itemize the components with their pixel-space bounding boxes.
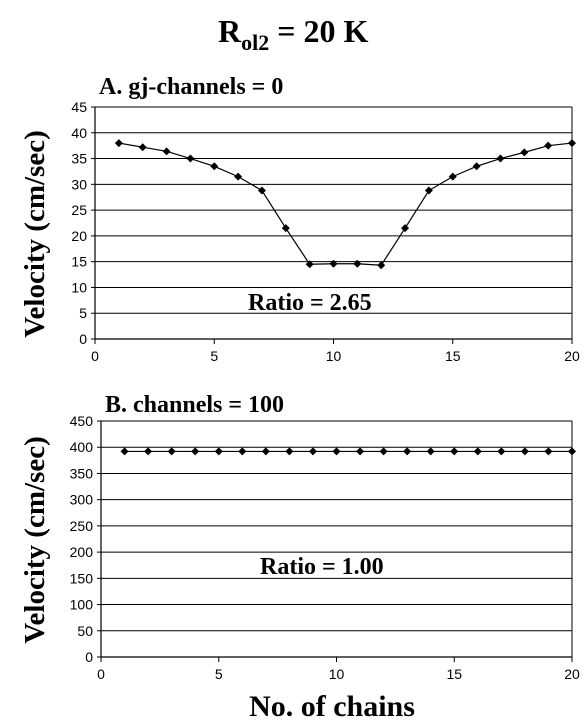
panel-a-x-tick-label: 5 [210,348,218,364]
figure-title: Rol2 = 20 K [218,13,368,55]
panel-b-data-point [520,447,529,456]
panel-b-ratio-annotation: Ratio = 1.00 [260,554,384,580]
panel-a-data-point [329,259,338,268]
panel-a-data-point [210,162,219,171]
panel-a-data-point [401,224,410,233]
panel-a-data-point [520,148,529,157]
panel-a-y-tick-label: 45 [71,99,87,115]
panel-b-data-point [308,447,317,456]
panel-a-y-tick-label: 15 [71,254,87,270]
panel-b-x-tick-label: 5 [215,666,223,682]
panel-b-plot: 0 50 100 150 200 250 300 350 400 450 0 5 10 15 20 [70,413,580,682]
title-rest: = 20 K [269,13,368,49]
panel-b-data-point [544,447,553,456]
panel-a-data-point [544,141,553,150]
panel-b-y-tick-label: 150 [70,570,94,586]
panel-a-data-point [448,172,457,181]
panel-a-y-tick-label: 25 [71,202,87,218]
panel-a-y-tick-label: 35 [71,151,87,167]
panel-b-y-tick-label: 250 [70,518,94,534]
panel-a-y-tick-label: 10 [71,279,87,295]
panel-a-plot: 0 5 10 15 20 25 30 35 40 45 0 5 10 15 20 [71,99,580,364]
panel-a-x-tick-label: 15 [445,348,461,364]
panel-b-data-point [191,447,200,456]
panel-b-data-point [167,447,176,456]
panel-b-x-tick-label: 15 [446,666,462,682]
panel-a-y-tick-label: 0 [79,331,87,347]
panel-b-data-point [238,447,247,456]
panel-b-x-tick-label: 10 [329,666,345,682]
panel-b-data-point [214,447,223,456]
panel-a-series-line [118,142,573,266]
title-main: R [218,13,242,49]
panel-b-y-tick-label: 100 [70,597,94,613]
panel-b-y-tick-label: 50 [77,623,93,639]
panel-b-title: B. channels = 100 [105,392,284,418]
panel-a-data-point [281,224,290,233]
panel-a-x-tick-label: 0 [91,348,99,364]
panel-b-y-tick-label: 450 [70,413,94,429]
panel-a-y-tick-label: 30 [71,176,87,192]
panel-b-data-point [379,447,388,456]
panel-a-title: A. gj-channels = 0 [99,74,283,100]
panel-b-data-point [497,447,506,456]
panel-a-y-tick-label: 5 [79,305,87,321]
panel-b-y-tick-label: 350 [70,465,94,481]
panel-a-data-point [568,139,576,148]
panel-b-data-point [568,447,576,456]
panel-a-x-tick-label: 10 [326,348,342,364]
panel-b-data-point [473,447,482,456]
y-axis-label-b: Velocity (cm/sec) [19,436,51,643]
panel-b-data-point [144,447,153,456]
panel-a-data-point [424,186,433,195]
panel-a-data-point [186,154,195,163]
panel-a-x-tick-label: 20 [564,348,580,364]
panel-a-data-point [234,172,243,181]
panel-b-y-tick-label: 0 [85,649,93,665]
panel-b-data-point [356,447,365,456]
panel-b-y-tick-label: 200 [70,544,94,560]
panel-a-data-point [353,259,362,268]
panel-a-data-point [496,154,505,163]
panel-b-data-point [403,447,412,456]
panel-a-data-point [472,162,481,171]
panel-b-y-tick-label: 400 [70,439,94,455]
panel-b-x-tick-label: 0 [97,666,105,682]
panel-b-data-point [285,447,294,456]
panel-a-ratio-annotation: Ratio = 2.65 [248,290,372,316]
panel-b-data-point [120,447,129,456]
panel-a-data-point [162,147,171,156]
panel-b-x-tick-label: 20 [564,666,580,682]
panel-a-data-point [138,143,147,152]
panel-a-data-point [257,186,266,195]
panel-a-data-point [305,260,314,269]
title-subscript: ol2 [241,30,269,55]
panel-b-data-point [332,447,341,456]
panel-b-data-point [450,447,459,456]
panel-b-data-point [426,447,435,456]
panel-a-data-point [114,139,123,148]
panel-a-y-tick-label: 40 [71,125,87,141]
x-axis-label: No. of chains [249,690,415,723]
y-axis-label-a: Velocity (cm/sec) [19,130,51,337]
panel-a-data-point [377,261,386,270]
panel-a-y-tick-label: 20 [71,228,87,244]
panel-b-data-point [261,447,270,456]
panel-b-y-tick-label: 300 [70,492,94,508]
